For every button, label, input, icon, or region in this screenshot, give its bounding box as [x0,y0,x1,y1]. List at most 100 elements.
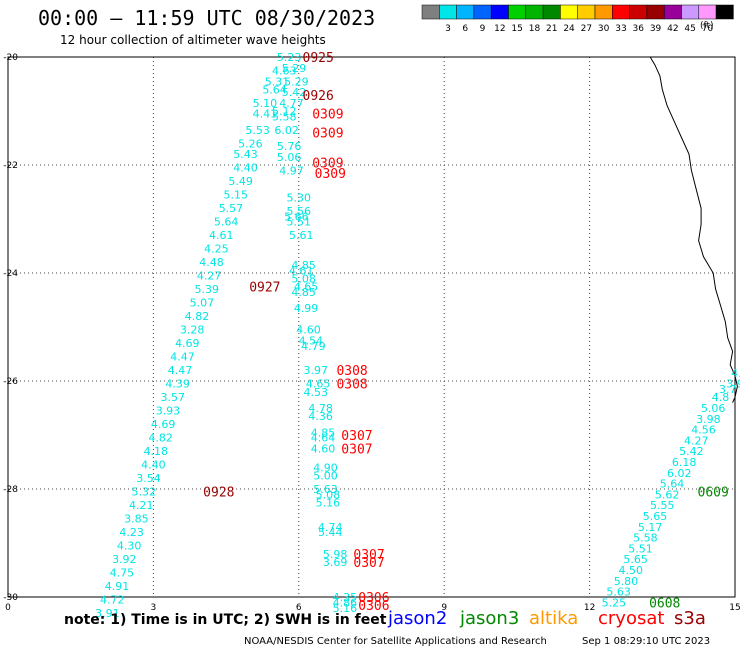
swh-value: 6.02 [667,467,692,480]
swh-value: 5.15 [224,189,249,202]
swh-value: 4.90 [313,461,338,474]
colorbar-label: 9 [480,24,486,34]
swh-value: 5.31 [265,75,290,88]
swh-value: 4.8 [712,391,730,404]
pass-time: 0608 [649,596,680,611]
pass-time: 0307 [353,548,384,563]
swh-value: 3.69 [323,556,348,569]
swh-value: 5.12 [272,105,297,118]
pass-time: 0306 [358,591,389,606]
colorbar-swatch [473,4,492,20]
y-tick-label: -28 [3,485,18,495]
swh-value: 3.98 [696,413,721,426]
swh-value: 5.62 [655,488,680,501]
swh-value: 3.91 [95,607,120,620]
swh-value: 4.50 [619,564,644,577]
swh-value: 4.41 [253,108,278,121]
swh-value: 5.57 [219,202,244,215]
colorbar-swatch [629,4,648,20]
swh-value: 5.06 [277,151,302,164]
swh-value: 4.72 [100,594,125,607]
swh-value: 5.42 [679,445,704,458]
pass-time: 0308 [336,364,367,379]
swh-value: 5.53 [245,124,270,137]
swh-value: 4.74 [318,521,343,534]
pass-time: 0307 [341,429,372,444]
x-tick-label: 15 [729,603,740,613]
colorbar-label: 27 [581,24,592,34]
swh-value: 5.63 [313,483,338,496]
swh-value: 5.29 [284,75,309,88]
colorbar-label: 3 [445,24,451,34]
swh-value: 5.98 [323,548,348,561]
colorbar-label: 36 [633,24,645,34]
swh-value: 4.86 [333,596,358,609]
pass-time: 0925 [303,51,334,66]
swh-value: 5.16 [316,497,341,510]
swh-value: 3.7 [719,383,737,396]
colorbar-swatch [490,4,509,20]
swh-value: 4.4 [731,367,740,380]
pass-time: 0928 [203,486,234,501]
swh-value: 4.21 [129,499,154,512]
swh-values: 5.234.635.315.645.104.415.535.265.434.40… [95,51,740,620]
plot-frame [7,56,736,598]
swh-value: 5.16 [333,602,358,615]
colorbar-label: 15 [511,24,522,34]
swh-value: 4.82 [185,310,210,323]
swh-value: 4.53 [304,386,329,399]
colorbar-swatch [421,4,440,20]
swh-value: 5.65 [623,553,648,566]
swh-value: 4.64 [311,432,336,445]
swh-value: 4.54 [299,335,324,348]
colorbar-swatch [663,4,682,20]
swh-value: 5.07 [190,297,215,310]
swh-value: 4.40 [141,459,166,472]
y-tick-label: -22 [3,161,18,171]
y-tick-label: -20 [3,53,18,63]
footer-credit: NOAA/NESDIS Center for Satellite Applica… [244,636,547,647]
colorbar-swatch [542,4,561,20]
swh-value: 4.60 [311,443,336,456]
swh-value: 5.61 [289,229,314,242]
pass-time: 0309 [315,167,346,182]
swh-value: 5.29 [282,62,307,75]
swh-value: 5.32 [131,486,156,499]
swh-value: 4.56 [691,424,716,437]
swh-value: 5.43 [233,148,258,161]
swh-value: 4.77 [279,97,304,110]
colorbar-swatch [715,4,734,20]
swh-value: 3.92 [112,553,137,566]
swh-value: 4.79 [301,340,326,353]
swh-value: 5.65 [643,510,668,523]
swh-value: 4.85 [291,259,316,272]
swh-value: 5.00 [313,470,338,483]
swh-value: 5.51 [628,542,653,555]
swh-value: 5.25 [602,596,627,609]
swh-value: 4.18 [144,445,169,458]
swh-value: 4.91 [105,580,130,593]
pass-time: 0309 [312,127,343,142]
swh-value: 4.61 [289,264,314,277]
colorbar-units: (ft) [700,21,714,31]
x-tick-label: 3 [151,603,157,613]
swh-value: 5.76 [277,140,302,153]
colorbar-label: 18 [529,24,541,34]
swh-value: 4.48 [199,256,224,269]
x-tick-label: 9 [441,603,447,613]
swh-value: 4.69 [151,418,176,431]
colorbar-swatch [646,4,665,20]
swh-value: 5.30 [287,191,312,204]
swh-value: 5.58 [272,110,297,123]
colorbar-swatch [439,4,457,20]
pass-time: 0306 [358,599,389,614]
swh-value: 3.97 [304,364,329,377]
swh-value: 3.93 [156,405,181,418]
swh-value: 4.36 [308,410,333,423]
colorbar-label: 33 [615,24,626,34]
pass-time: 0308 [336,378,367,393]
swh-value: 5.42 [282,86,307,99]
swh-value: 5.08 [291,272,316,285]
satellite-s3a: s3a [674,608,706,629]
pass-time: 0307 [341,443,372,458]
